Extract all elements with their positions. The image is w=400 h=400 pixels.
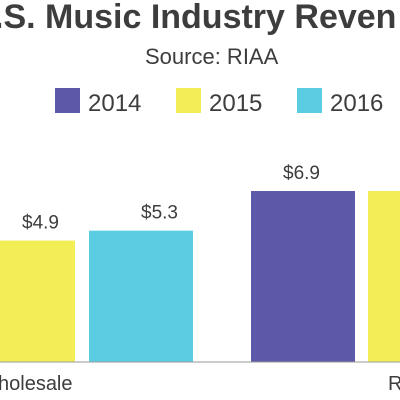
data-label-wholesale-2015: $4.9 [22, 213, 59, 234]
bar-retail-2014 [251, 191, 355, 362]
chart-subtitle: Source: RIAA [145, 44, 279, 69]
legend-swatch-2015 [176, 88, 201, 113]
legend-swatch-2016 [297, 88, 322, 113]
bar-wholesale-2016 [89, 230, 193, 362]
chart-title: .S. Music Industry Reven [0, 0, 396, 36]
legend-label-2015: 2015 [209, 90, 262, 117]
data-label-retail-2014: $6.9 [283, 163, 320, 184]
x-tick-label-retail: R [388, 373, 400, 395]
bar-wholesale-2015 [0, 240, 75, 362]
x-tick-label-wholesale: holesale [0, 373, 73, 395]
legend-label-2016: 2016 [330, 90, 383, 117]
legend: 2014 2015 2016 [55, 88, 383, 117]
legend-label-2014: 2014 [88, 90, 141, 117]
bar-retail-2015 [368, 191, 400, 362]
bars-group: $6.9 $4.9 $5.3 [0, 163, 400, 362]
data-label-wholesale-2016: $5.3 [141, 203, 178, 224]
legend-swatch-2014 [55, 88, 80, 113]
